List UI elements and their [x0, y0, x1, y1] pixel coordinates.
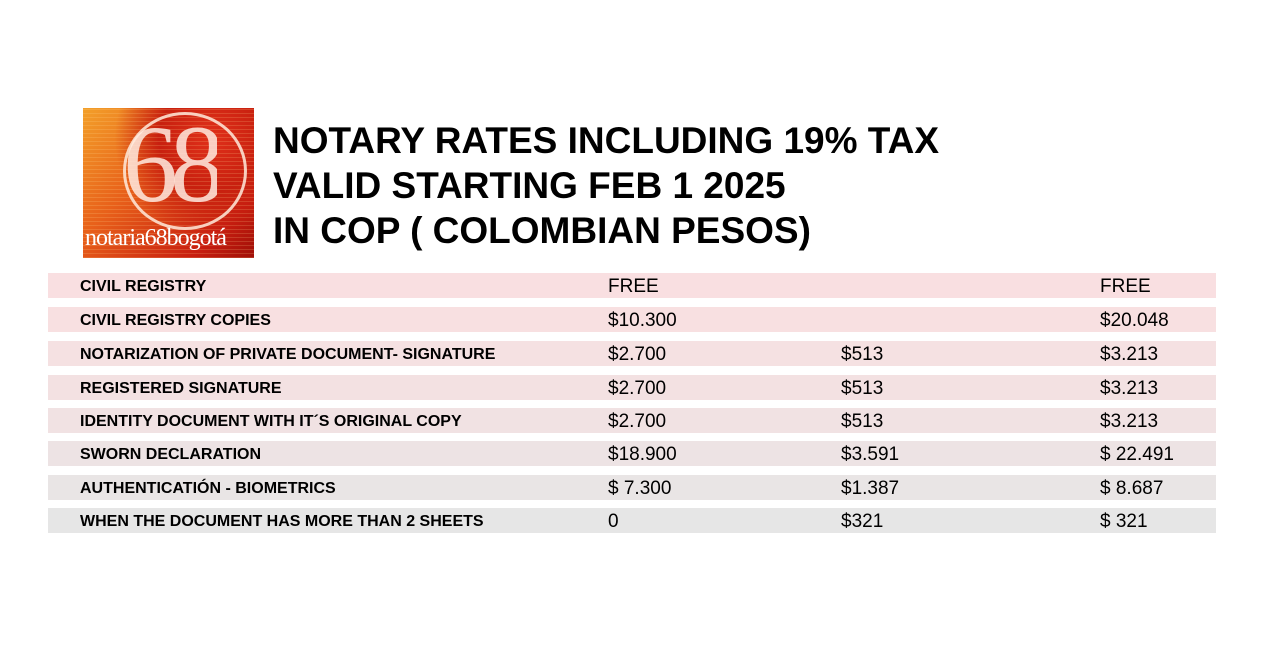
service-name: IDENTITY DOCUMENT WITH IT´S ORIGINAL COP… — [80, 413, 462, 430]
rate-value: $2.700 — [608, 378, 667, 399]
tax-value: $513 — [841, 411, 884, 432]
rate-value: 0 — [608, 511, 619, 532]
total-value: $3.213 — [1100, 378, 1159, 399]
table-row: NOTARIZATION OF PRIVATE DOCUMENT- SIGNAT… — [48, 341, 1216, 366]
total-value: $20.048 — [1100, 310, 1169, 331]
service-name: SWORN DECLARATION — [80, 446, 262, 463]
table-row: SWORN DECLARATION $18.900 $3.591 $ 22.491 — [48, 441, 1216, 466]
tax-value: $3.591 — [841, 444, 900, 465]
total-value: $ 8.687 — [1100, 478, 1164, 499]
tax-value: $513 — [841, 344, 884, 365]
table-row: REGISTERED SIGNATURE $2.700 $513 $3.213 — [48, 375, 1216, 400]
rate-value: $10.300 — [608, 310, 677, 331]
title-line: VALID STARTING FEB 1 2025 — [273, 165, 786, 206]
rate-value: FREE — [608, 276, 659, 297]
service-name: CIVIL REGISTRY COPIES — [80, 312, 271, 329]
total-value: $3.213 — [1100, 411, 1159, 432]
table-row: WHEN THE DOCUMENT HAS MORE THAN 2 SHEETS… — [48, 508, 1216, 533]
service-name: WHEN THE DOCUMENT HAS MORE THAN 2 SHEETS — [80, 513, 484, 530]
table-row: AUTHENTICATIÓN - BIOMETRICS $ 7.300 $1.387… — [48, 475, 1216, 500]
rate-value: $2.700 — [608, 344, 667, 365]
table-row: CIVIL REGISTRY COPIES $10.300 $20.048 — [48, 307, 1216, 332]
tax-value: $1.387 — [841, 478, 900, 499]
service-name: REGISTERED SIGNATURE — [80, 380, 282, 397]
rate-value: $2.700 — [608, 411, 667, 432]
rate-value: $18.900 — [608, 444, 677, 465]
table-row: CIVIL REGISTRY FREE FREE — [48, 273, 1216, 298]
page-title: NOTARY RATES INCLUDING 19% TAX VALID STA… — [273, 118, 939, 253]
total-value: $ 321 — [1100, 511, 1148, 532]
title-line: IN COP ( COLOMBIAN PESOS) — [273, 210, 811, 251]
total-value: FREE — [1100, 276, 1151, 297]
total-value: $3.213 — [1100, 344, 1159, 365]
service-name: AUTHENTICATIÓN - BIOMETRICS — [80, 480, 336, 497]
tax-value: $321 — [841, 511, 884, 532]
tax-value: $513 — [841, 378, 884, 399]
notaria-logo: 68 notaria68bogotá — [83, 108, 254, 258]
service-name: CIVIL REGISTRY — [80, 278, 207, 295]
table-row: IDENTITY DOCUMENT WITH IT´S ORIGINAL COP… — [48, 408, 1216, 433]
service-name: NOTARIZATION OF PRIVATE DOCUMENT- SIGNAT… — [80, 346, 496, 363]
title-line: NOTARY RATES INCLUDING 19% TAX — [273, 120, 940, 161]
total-value: $ 22.491 — [1100, 444, 1174, 465]
rate-value: $ 7.300 — [608, 478, 672, 499]
